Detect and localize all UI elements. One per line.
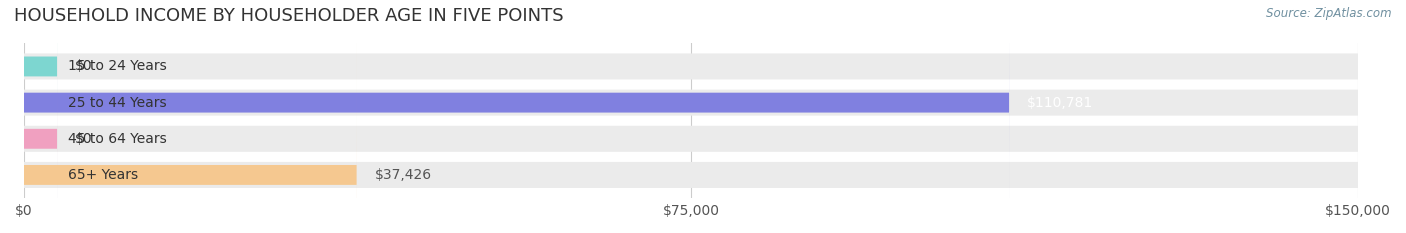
FancyBboxPatch shape [24,0,58,233]
Text: $37,426: $37,426 [374,168,432,182]
Text: $0: $0 [75,132,93,146]
FancyBboxPatch shape [24,0,1358,233]
Text: 15 to 24 Years: 15 to 24 Years [69,59,167,73]
FancyBboxPatch shape [24,0,1358,233]
FancyBboxPatch shape [24,0,1358,233]
Text: 65+ Years: 65+ Years [69,168,138,182]
Text: 45 to 64 Years: 45 to 64 Years [69,132,167,146]
FancyBboxPatch shape [24,0,1358,233]
FancyBboxPatch shape [24,0,1010,233]
Text: $0: $0 [75,59,93,73]
Text: 25 to 44 Years: 25 to 44 Years [69,96,167,110]
Text: HOUSEHOLD INCOME BY HOUSEHOLDER AGE IN FIVE POINTS: HOUSEHOLD INCOME BY HOUSEHOLDER AGE IN F… [14,7,564,25]
Text: $110,781: $110,781 [1026,96,1094,110]
FancyBboxPatch shape [24,0,357,233]
Text: Source: ZipAtlas.com: Source: ZipAtlas.com [1267,7,1392,20]
FancyBboxPatch shape [24,0,58,233]
